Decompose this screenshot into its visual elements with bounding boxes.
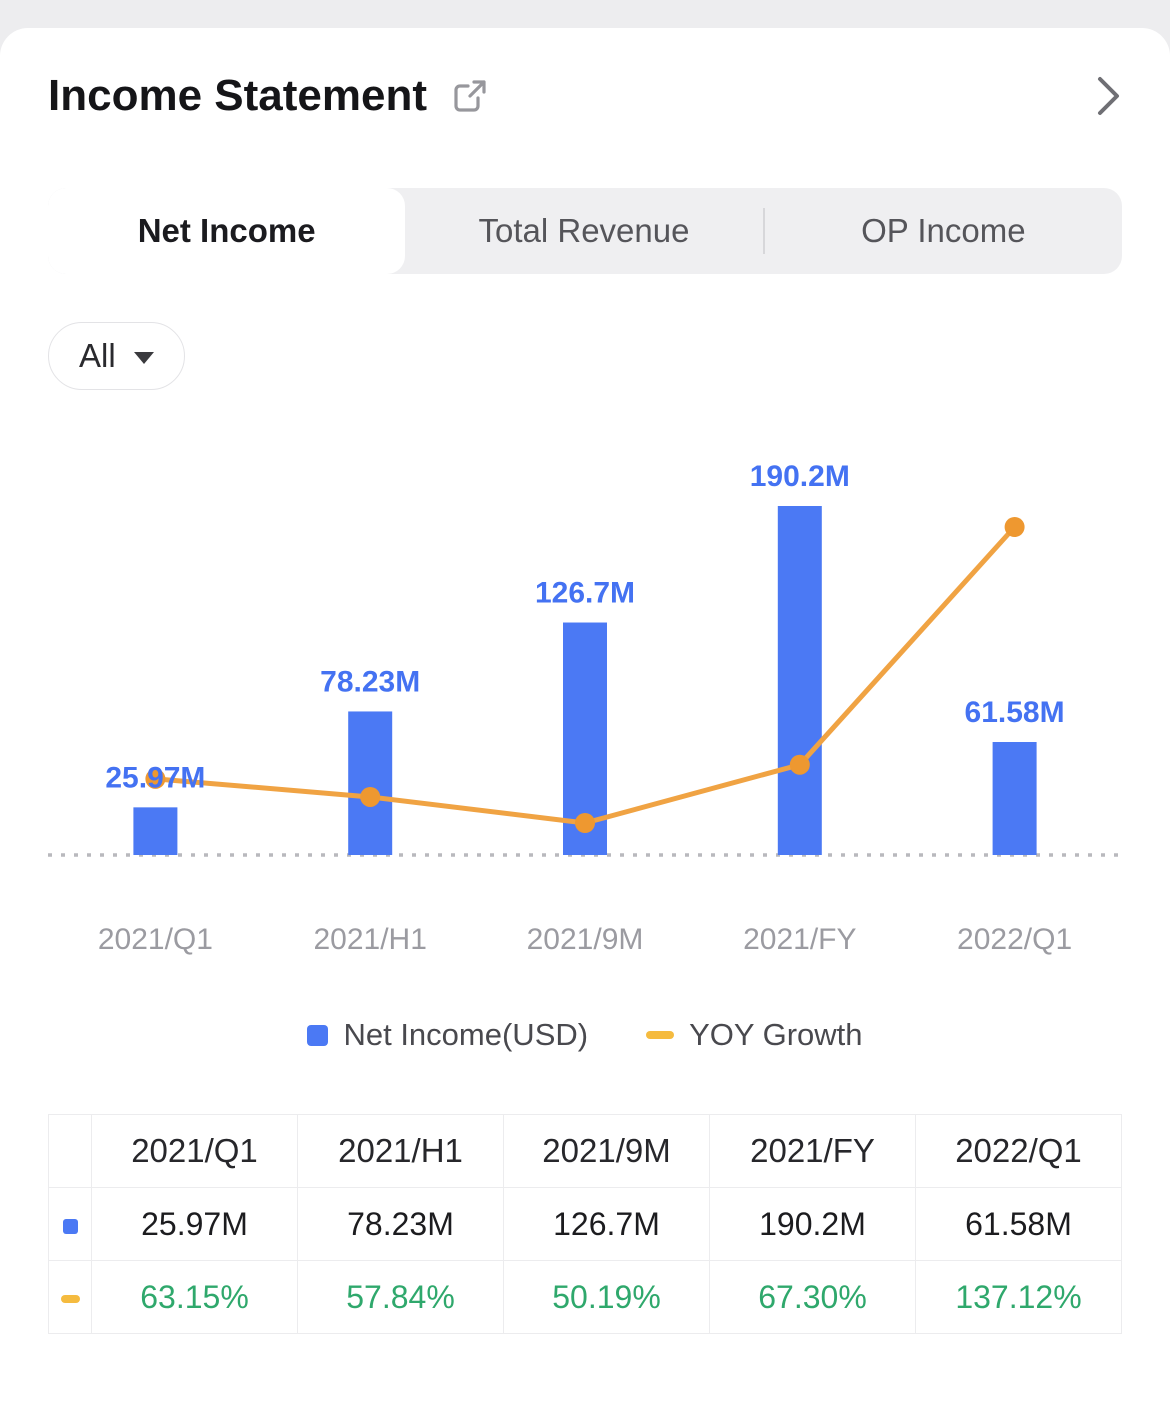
line-series-marker-icon bbox=[646, 1031, 675, 1039]
legend-label: YOY Growth bbox=[689, 1017, 863, 1052]
table-marker-cell bbox=[48, 1187, 92, 1261]
table-cell: 78.23M bbox=[297, 1187, 504, 1261]
table-row: 25.97M 78.23M 126.7M 190.2M 61.58M bbox=[48, 1187, 1122, 1261]
x-axis-label: 2021/9M bbox=[527, 923, 644, 956]
period-filter-label: All bbox=[79, 337, 116, 374]
tab-op-income[interactable]: OP Income bbox=[861, 212, 1026, 249]
chevron-right-icon[interactable] bbox=[1094, 72, 1122, 120]
net-income-chart: 25.97M 78.23M 126.7M 190.2M 61.58M 2021/Q1 202… bbox=[48, 460, 1122, 956]
bar bbox=[133, 807, 178, 855]
table-cell: 61.58M bbox=[915, 1187, 1122, 1261]
chart-legend: Net Income(USD) YOY Growth bbox=[48, 1014, 1122, 1056]
x-axis-label: 2021/H1 bbox=[313, 923, 426, 956]
table-cell: 126.7M bbox=[503, 1187, 710, 1261]
table-cell: 25.97M bbox=[91, 1187, 298, 1261]
bar-series-marker-icon bbox=[307, 1024, 329, 1046]
table-col-header: 2021/Q1 bbox=[91, 1114, 298, 1188]
table-col-header: 2021/9M bbox=[503, 1114, 710, 1188]
table-corner-cell bbox=[48, 1114, 92, 1188]
bar bbox=[348, 711, 393, 855]
table-cell: 63.15% bbox=[91, 1260, 298, 1334]
legend-item: Net Income(USD) bbox=[307, 1017, 588, 1053]
table-cell: 190.2M bbox=[709, 1187, 916, 1261]
x-axis-label: 2021/Q1 bbox=[98, 923, 213, 956]
x-axis-label: 2021/FY bbox=[743, 923, 856, 956]
line-point bbox=[575, 813, 595, 833]
chart-area: 25.97M 78.23M 126.7M 190.2M 61.58M 2021/Q1 202… bbox=[48, 428, 1122, 988]
bar-value-label: 190.2M bbox=[750, 460, 850, 493]
x-axis-label: 2022/Q1 bbox=[957, 923, 1072, 956]
tab-total-revenue[interactable]: Total Revenue bbox=[478, 212, 690, 249]
tab-divider bbox=[762, 208, 765, 254]
legend-item: YOY Growth bbox=[646, 1017, 863, 1053]
bar-value-label: 126.7M bbox=[535, 577, 635, 610]
bar bbox=[777, 506, 822, 855]
financials-table: 2021/Q1 2021/H1 2021/9M 2021/FY 2022/Q1 25.97… bbox=[48, 1114, 1122, 1334]
table-cell: 137.12% bbox=[915, 1260, 1122, 1334]
page-title: Income Statement bbox=[48, 71, 427, 120]
table-marker-cell bbox=[48, 1260, 92, 1334]
bar-value-label: 61.58M bbox=[965, 696, 1065, 729]
income-statement-card: Income Statement Net Income Total Revenue… bbox=[0, 28, 1170, 1418]
table-cell: 67.30% bbox=[709, 1260, 916, 1334]
line-point bbox=[360, 786, 381, 807]
legend-label: Net Income(USD) bbox=[343, 1017, 589, 1052]
table-col-header: 2021/H1 bbox=[297, 1114, 504, 1188]
line-point bbox=[1004, 517, 1025, 537]
data-table-wrap: 2021/Q1 2021/H1 2021/9M 2021/FY 2022/Q1 25.97… bbox=[48, 1114, 1122, 1334]
table-col-header: 2022/Q1 bbox=[915, 1114, 1122, 1188]
bar-value-label: 78.23M bbox=[320, 665, 420, 698]
metric-tabbar: Net Income Total Revenue OP Income bbox=[48, 188, 1122, 274]
table-col-header: 2021/FY bbox=[709, 1114, 916, 1188]
table-header-row: 2021/Q1 2021/H1 2021/9M 2021/FY 2022/Q1 bbox=[48, 1114, 1122, 1188]
external-link-icon[interactable] bbox=[447, 73, 493, 119]
dash-marker-icon bbox=[60, 1295, 80, 1304]
table-row: 63.15% 57.84% 50.19% 67.30% 137.12% bbox=[48, 1260, 1122, 1334]
table-cell: 57.84% bbox=[297, 1260, 504, 1334]
line-point bbox=[145, 768, 166, 789]
square-marker-icon bbox=[62, 1218, 78, 1234]
table-cell: 50.19% bbox=[503, 1260, 710, 1334]
line-point bbox=[789, 754, 810, 775]
bar bbox=[992, 742, 1037, 855]
tab-net-income[interactable]: Net Income bbox=[48, 188, 406, 274]
bar-value-label: 25.97M bbox=[105, 761, 205, 794]
header: Income Statement bbox=[48, 28, 1122, 128]
period-filter-dropdown[interactable]: All bbox=[48, 322, 185, 390]
chevron-down-icon bbox=[133, 352, 154, 364]
